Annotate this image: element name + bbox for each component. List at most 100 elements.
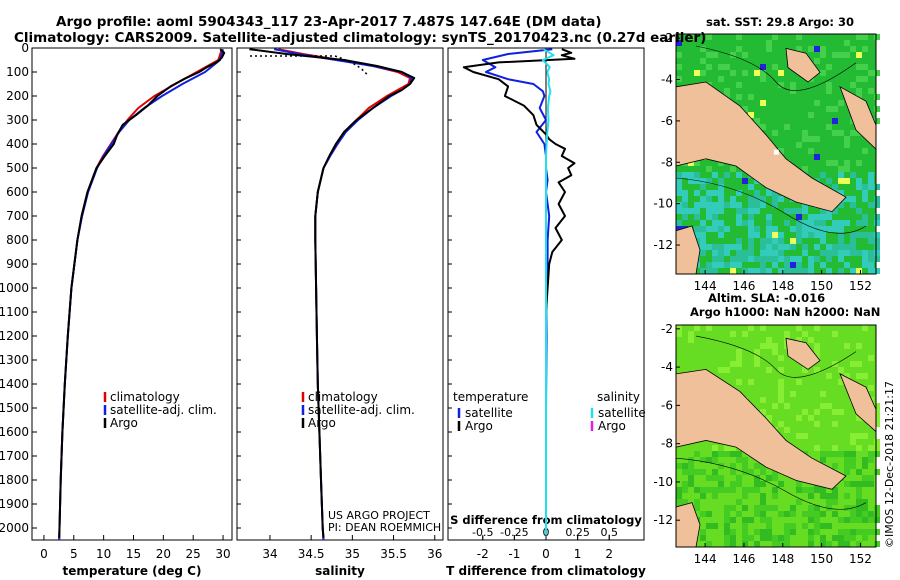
map-data-cell: [844, 40, 850, 46]
map-data-cell: [850, 232, 856, 238]
map-data-cell: [826, 493, 832, 499]
map-data-cell: [706, 64, 712, 70]
map-data-cell: [712, 469, 718, 475]
project-credit: US ARGO PROJECT: [328, 509, 430, 522]
map-data-cell: [814, 325, 820, 331]
map-data-cell: [688, 178, 694, 184]
map-data-cell: [730, 517, 736, 523]
map-data-cell: [742, 178, 748, 184]
map-data-cell: [682, 202, 688, 208]
map-data-cell: [736, 190, 742, 196]
map-data-cell: [838, 220, 844, 226]
map-sla-map: [675, 324, 880, 548]
map-data-cell: [856, 529, 862, 535]
map-data-cell: [736, 475, 742, 481]
map-data-cell: [802, 208, 808, 214]
map-data-cell: [760, 499, 766, 505]
map-data-cell: [760, 493, 766, 499]
map-data-cell: [688, 34, 694, 40]
map-data-cell: [874, 106, 880, 112]
map-data-cell: [850, 433, 856, 439]
map-data-cell: [826, 214, 832, 220]
map-data-cell: [748, 214, 754, 220]
map-data-cell: [730, 262, 736, 268]
map-data-cell: [808, 232, 814, 238]
y-tick-label: 1300: [0, 353, 29, 367]
map-data-cell: [754, 70, 760, 76]
map-data-cell: [736, 208, 742, 214]
map-data-cell: [718, 487, 724, 493]
map-data-cell: [760, 64, 766, 70]
map-data-cell: [856, 220, 862, 226]
map-data-cell: [784, 535, 790, 541]
map-data-cell: [742, 463, 748, 469]
map-data-cell: [868, 445, 874, 451]
map-data-cell: [838, 190, 844, 196]
map-data-cell: [874, 202, 880, 208]
map-data-cell: [862, 325, 868, 331]
map-data-cell: [766, 343, 772, 349]
map-data-cell: [856, 373, 862, 379]
map-data-cell: [712, 214, 718, 220]
map-data-cell: [730, 361, 736, 367]
map-data-cell: [826, 403, 832, 409]
map-data-cell: [676, 52, 682, 58]
salinity-surface-dotted-line: [250, 55, 369, 77]
map-data-cell: [730, 166, 736, 172]
map-data-cell: [820, 451, 826, 457]
map-data-cell: [832, 244, 838, 250]
map-data-cell: [778, 238, 784, 244]
map-data-cell: [694, 70, 700, 76]
map-data-cell: [772, 262, 778, 268]
map-data-cell: [724, 367, 730, 373]
map-data-cell: [694, 451, 700, 457]
map-data-cell: [760, 124, 766, 130]
map-data-cell: [712, 256, 718, 262]
map-data-cell: [760, 268, 766, 274]
map-data-cell: [748, 268, 754, 274]
map-data-cell: [796, 214, 802, 220]
map-data-cell: [700, 244, 706, 250]
map-data-cell: [802, 487, 808, 493]
map-data-cell: [820, 511, 826, 517]
map-data-cell: [772, 343, 778, 349]
y-tick-label: 1600: [0, 425, 29, 439]
map-data-cell: [676, 331, 682, 337]
map-data-cell: [742, 52, 748, 58]
map-data-cell: [706, 244, 712, 250]
map-data-cell: [832, 445, 838, 451]
map-data-cell: [736, 94, 742, 100]
map-data-cell: [844, 262, 850, 268]
map-data-cell: [766, 535, 772, 541]
map-data-cell: [874, 529, 880, 535]
map-data-cell: [778, 148, 784, 154]
map-data-cell: [700, 457, 706, 463]
map-data-cell: [688, 160, 694, 166]
map-data-cell: [832, 535, 838, 541]
map-data-cell: [826, 541, 832, 547]
map-data-cell: [856, 52, 862, 58]
map-data-cell: [796, 268, 802, 274]
map-data-cell: [808, 262, 814, 268]
map-data-cell: [874, 415, 880, 421]
map-data-cell: [874, 184, 880, 190]
map-data-cell: [826, 226, 832, 232]
y-tick-label: 500: [6, 161, 29, 175]
map-data-cell: [856, 268, 862, 274]
map-data-cell: [754, 349, 760, 355]
map-data-cell: [742, 493, 748, 499]
map-data-cell: [772, 190, 778, 196]
map-data-cell: [712, 226, 718, 232]
y-tick-label: 200: [6, 89, 29, 103]
map-data-cell: [682, 463, 688, 469]
map-data-cell: [772, 256, 778, 262]
map-data-cell: [874, 94, 880, 100]
map-data-cell: [826, 160, 832, 166]
map-data-cell: [778, 355, 784, 361]
map-data-cell: [874, 469, 880, 475]
map-data-cell: [862, 196, 868, 202]
x-tick-label: 35.5: [380, 547, 407, 561]
map-data-cell: [736, 481, 742, 487]
map-data-cell: [838, 178, 844, 184]
map-data-cell: [850, 268, 856, 274]
